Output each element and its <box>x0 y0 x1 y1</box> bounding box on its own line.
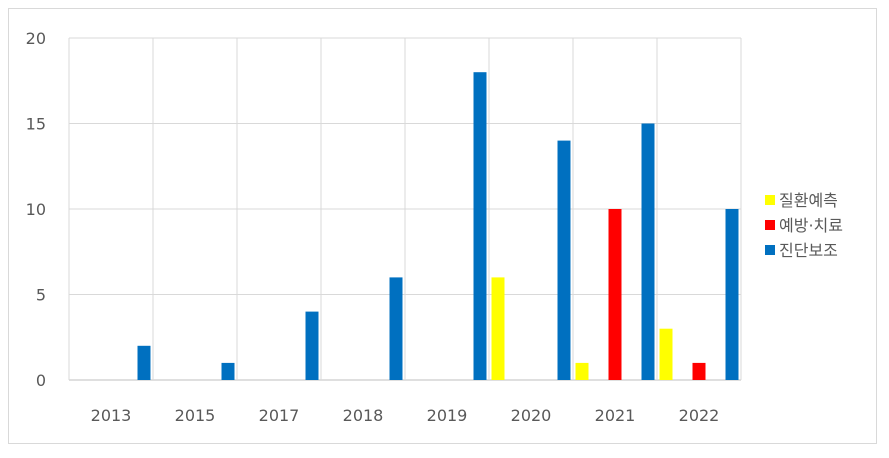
bar <box>221 362 235 380</box>
legend-label: 예방·치료 <box>779 216 843 235</box>
bar <box>389 277 403 380</box>
legend-swatch <box>765 245 775 255</box>
x-tick-label: 2020 <box>511 406 552 425</box>
bar <box>491 277 505 380</box>
y-tick-label: 0 <box>36 371 46 390</box>
bar <box>473 72 487 380</box>
legend-label: 진단보조 <box>779 241 838 260</box>
bar <box>575 362 589 380</box>
x-tick-label: 2019 <box>427 406 468 425</box>
x-tick-label: 2017 <box>259 406 300 425</box>
y-axis-ticks: 0 5 10 15 20 <box>26 29 46 390</box>
x-tick-label: 2018 <box>343 406 384 425</box>
x-axis-ticks: 2013 2015 2017 2018 2019 2020 2021 2022 <box>91 406 720 425</box>
bars <box>137 72 739 380</box>
legend-label: 질환예측 <box>779 191 838 210</box>
bar <box>659 328 673 380</box>
y-tick-label: 20 <box>26 29 46 48</box>
x-tick-label: 2022 <box>679 406 720 425</box>
grid-lines <box>68 37 742 381</box>
legend-swatch <box>765 195 775 205</box>
bar <box>725 209 739 380</box>
x-tick-label: 2015 <box>175 406 216 425</box>
legend-swatch <box>765 220 775 230</box>
x-tick-label: 2013 <box>91 406 132 425</box>
bar <box>557 140 571 380</box>
bar <box>641 123 655 380</box>
y-tick-label: 10 <box>26 200 46 219</box>
bar <box>305 311 319 380</box>
bar <box>137 345 151 380</box>
x-tick-label: 2021 <box>595 406 636 425</box>
bar <box>692 362 706 380</box>
bar <box>608 209 622 380</box>
y-tick-label: 15 <box>26 115 46 134</box>
y-tick-label: 5 <box>36 286 46 305</box>
